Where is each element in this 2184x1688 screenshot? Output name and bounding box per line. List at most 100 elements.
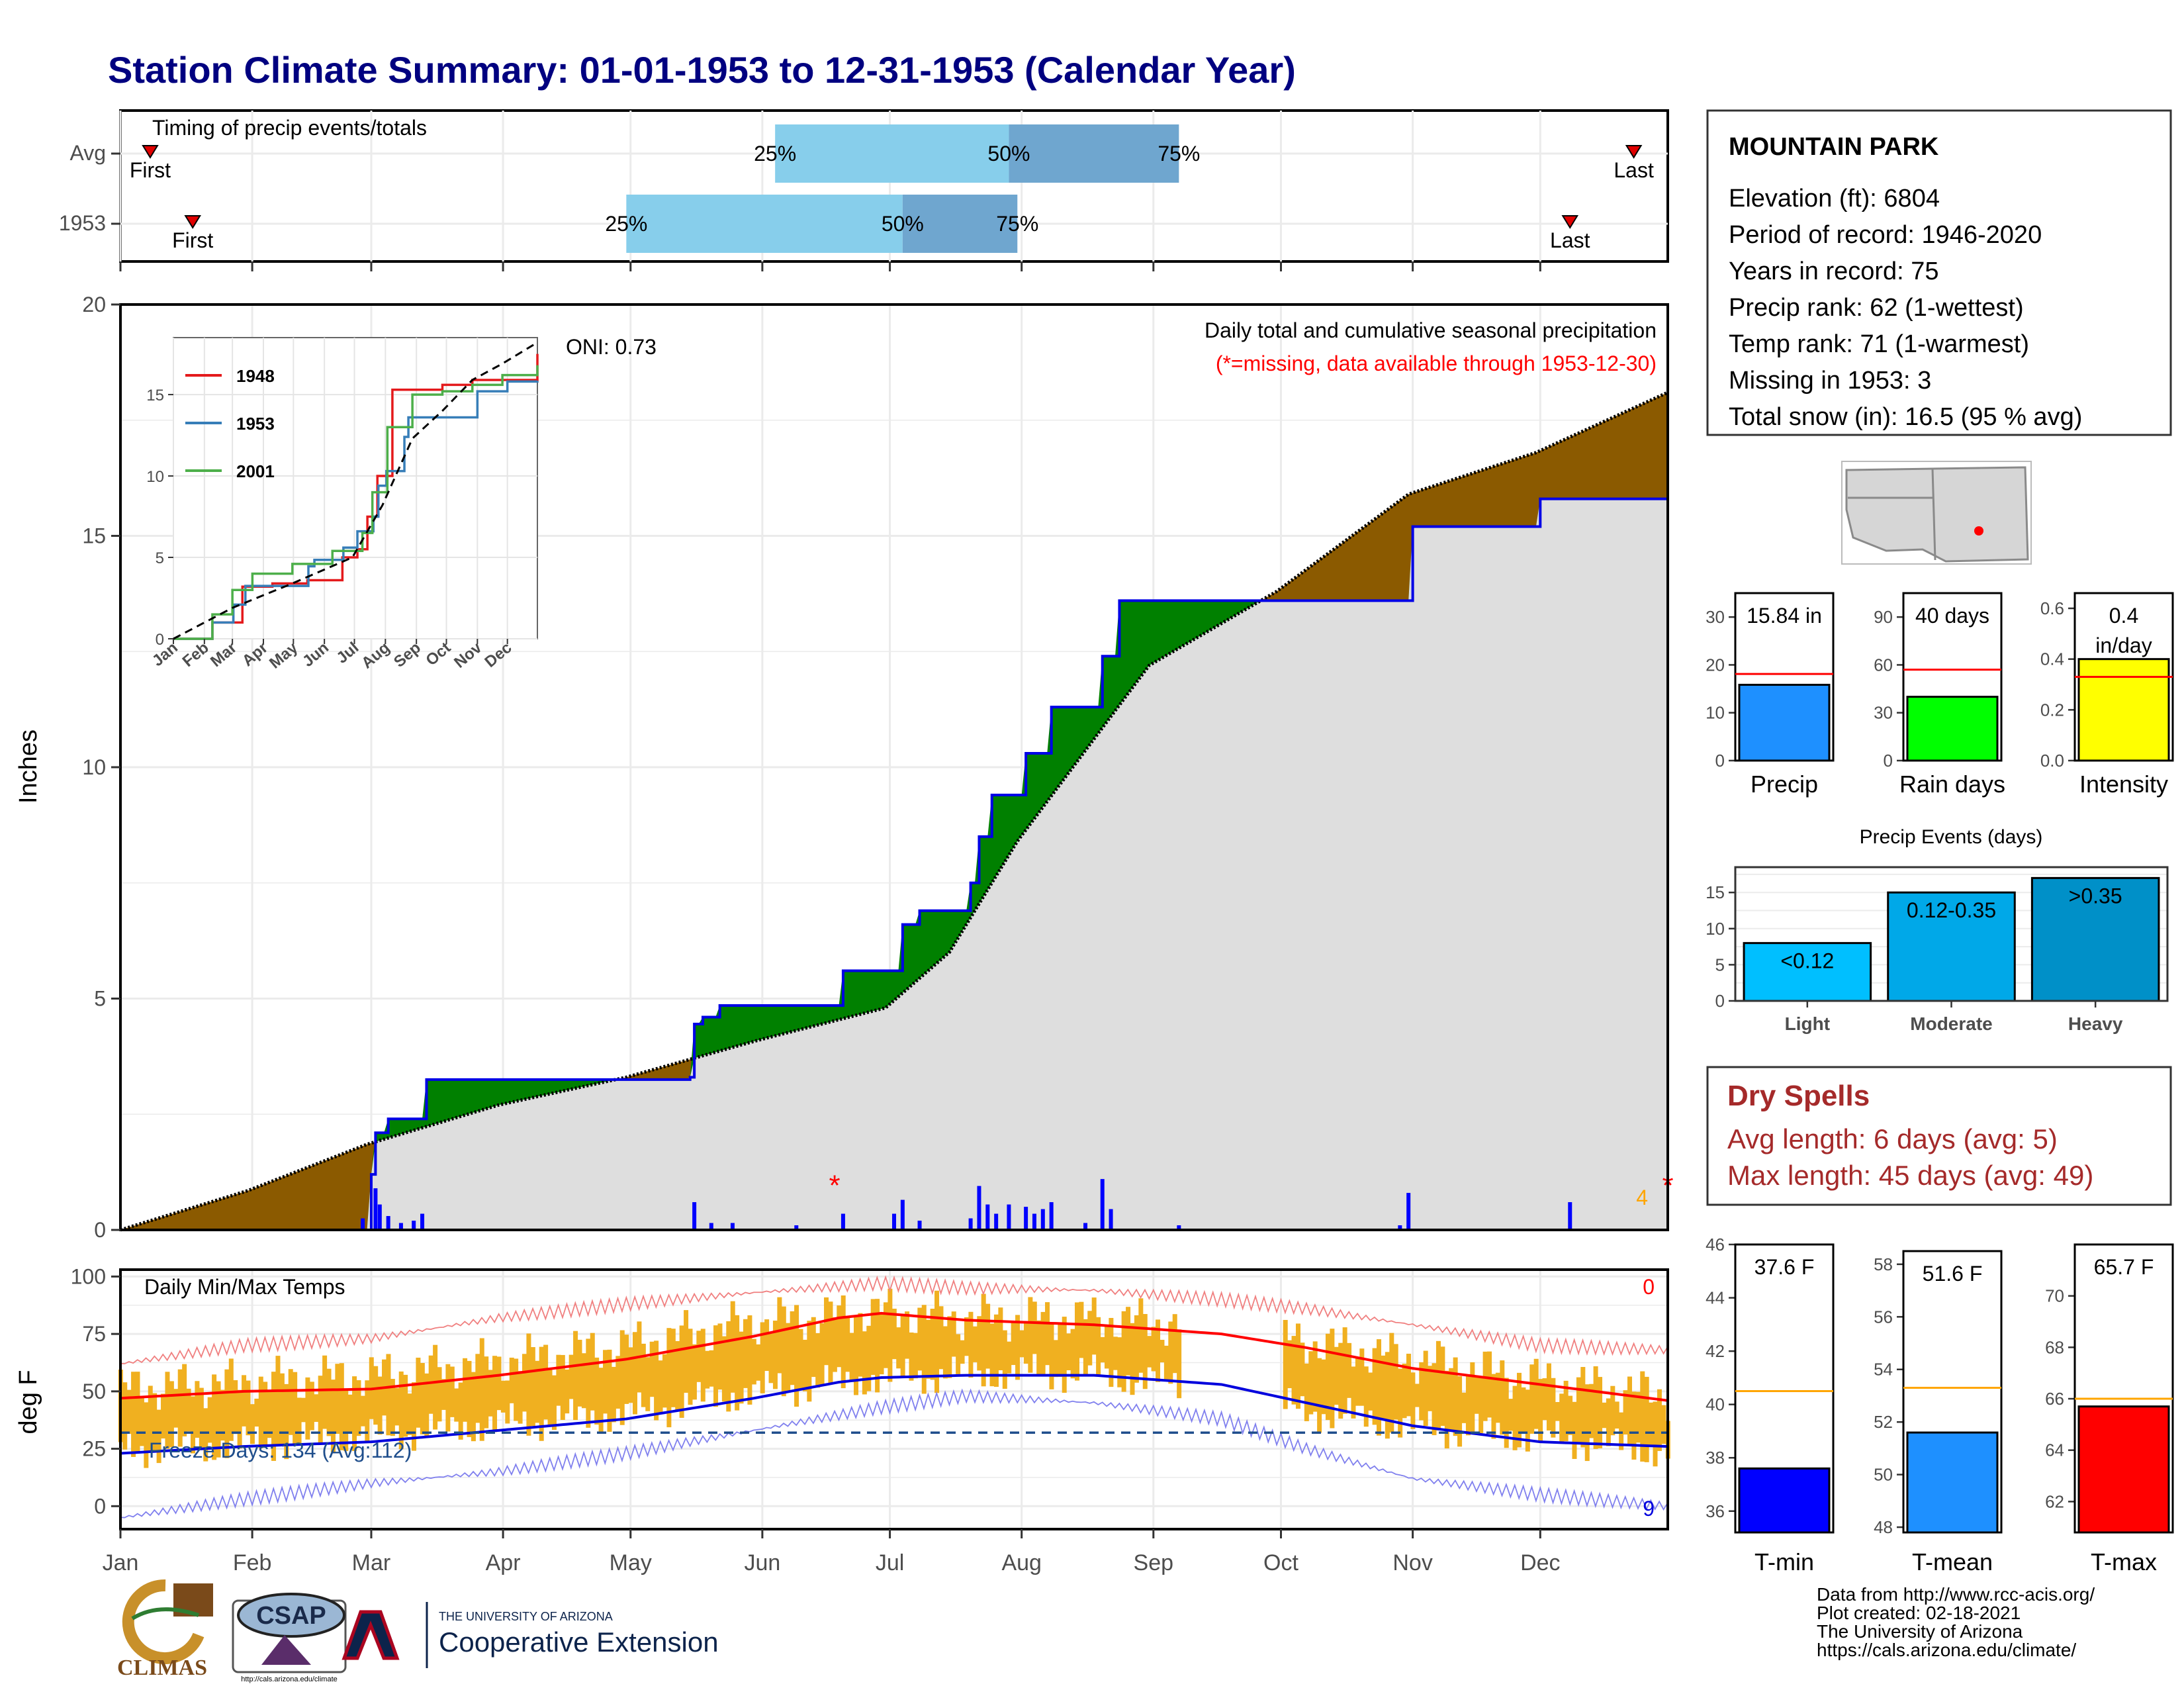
temp-daily-bar [1623, 1390, 1628, 1435]
temp-daily-bar [220, 1389, 225, 1441]
temp-daily-bar [807, 1321, 812, 1402]
station-line-7: Total snow (in): 16.5 (95 % avg) [1729, 403, 2082, 431]
intensity-gauge: 0.0 0.2 0.4 0.6 0.4 in/day Intensity [2040, 592, 2174, 798]
temp-daily-bar [518, 1371, 523, 1424]
temp-daily-bar [161, 1393, 166, 1439]
temp-daily-bar [1007, 1341, 1012, 1374]
temp-daily-bar [530, 1347, 535, 1427]
temp-daily-bar [237, 1389, 242, 1449]
gauge-value-bar [1738, 683, 1831, 762]
gauge-y-tick-label: 66 [2045, 1389, 2064, 1409]
climas-logo: CLIMAS [113, 1579, 213, 1680]
temp-daily-bar [177, 1369, 183, 1447]
temp-daily-bar [1023, 1322, 1028, 1364]
precip-y-tick-label: 15 [82, 524, 106, 548]
gauge-y-tick-label: 46 [1706, 1235, 1725, 1254]
temp-daily-bar [1521, 1387, 1526, 1433]
temp-daily-bar [1487, 1351, 1492, 1418]
temp-daily-bar [1602, 1402, 1607, 1429]
csap-cloud-icon [237, 1593, 345, 1638]
temp-daily-bar [896, 1327, 901, 1369]
gauge-value-bar [1738, 1467, 1831, 1534]
footer-line-2: Plot created: 02-18-2021 [1817, 1603, 2021, 1623]
temp-daily-bar [1657, 1389, 1662, 1451]
daily-precip-bar [1007, 1204, 1011, 1230]
temp-daily-bar [909, 1332, 914, 1381]
temp-bars [118, 1288, 1670, 1468]
temp-daily-bar [1449, 1368, 1454, 1432]
temp-daily-bar [569, 1354, 574, 1399]
station-name: MOUNTAIN PARK [1729, 133, 1939, 161]
temp-daily-bar [777, 1297, 782, 1374]
precip-annotation-title: Daily total and cumulative seasonal prec… [1205, 318, 1657, 342]
temp-daily-bar [1168, 1321, 1173, 1384]
temp-daily-bar [360, 1395, 365, 1427]
precip-ylabel: Inches [15, 729, 42, 804]
ua-logo: THE UNIVERSITY OF ARIZONA Cooperative Ex… [341, 1602, 719, 1668]
temp-daily-bar [845, 1317, 850, 1372]
temp-daily-bar [1283, 1319, 1288, 1409]
temp-daily-bar [449, 1366, 455, 1417]
ua-a-icon [341, 1610, 400, 1660]
temp-daily-bar [424, 1373, 430, 1437]
temp-daily-bar [1317, 1358, 1322, 1433]
temp-daily-bar [735, 1315, 740, 1411]
temp-daily-bar [1015, 1315, 1021, 1380]
inset-grid [173, 338, 537, 639]
inset-legend-label: 2001 [236, 461, 275, 481]
gauge-y-tick-label: 38 [1706, 1448, 1725, 1468]
temp-daily-bar [658, 1360, 663, 1413]
temp-daily-bar [781, 1306, 786, 1397]
temp-y-axis: 0 25 50 75 100 [71, 1264, 120, 1518]
temp-daily-bar [279, 1373, 285, 1446]
temp-record-min-line [120, 1388, 1668, 1519]
temp-daily-bar [887, 1288, 893, 1382]
temp-daily-bar [547, 1370, 553, 1425]
daily-precip-bar [794, 1225, 799, 1230]
temp-title: Daily Min/Max Temps [144, 1275, 345, 1299]
temp-daily-bar [1406, 1354, 1411, 1417]
temp-daily-bar [458, 1382, 463, 1440]
temp-daily-bar [772, 1321, 778, 1389]
gauge-y-tick-label: 62 [2045, 1491, 2064, 1511]
timing-first-marker-icon [142, 145, 159, 159]
temp-daily-bar [1385, 1352, 1390, 1439]
temp-daily-bar [1083, 1319, 1088, 1374]
ua-line-2: Cooperative Extension [439, 1626, 719, 1658]
temp-daily-bar [751, 1338, 756, 1385]
temp-daily-bar [463, 1358, 468, 1422]
temp-daily-bar [1351, 1366, 1356, 1419]
temp-daily-bar [802, 1339, 807, 1391]
daily-precip-bar [968, 1218, 973, 1230]
temp-daily-bar [1295, 1323, 1300, 1409]
temp-daily-bar [390, 1379, 395, 1436]
gauge-label: T-max [2091, 1548, 2157, 1575]
temp-daily-bar [573, 1331, 578, 1421]
gauge-y-tick-label: 64 [2045, 1440, 2064, 1460]
temp-daily-bar [203, 1408, 208, 1462]
temp-daily-bar [1410, 1372, 1416, 1429]
temp-daily-bar [921, 1305, 927, 1394]
temp-daily-bar [1610, 1385, 1615, 1436]
temp-daily-bar [318, 1376, 323, 1444]
precip-y-tick-label: 5 [94, 987, 106, 1011]
temp-daily-bar [148, 1385, 153, 1451]
temp-daily-bar [293, 1372, 298, 1444]
gauge-value-bar [1906, 1431, 1999, 1534]
temp-y-tick-label: 100 [71, 1264, 106, 1288]
temp-daily-bar [981, 1293, 986, 1387]
temp-daily-bar [233, 1380, 238, 1434]
temp-daily-bar [1347, 1342, 1352, 1398]
temp-daily-bar [675, 1340, 680, 1411]
gauge-y-tick-label: 68 [2045, 1337, 2064, 1357]
temp-daily-bar [824, 1297, 829, 1366]
temp-daily-bar [1342, 1327, 1347, 1414]
temp-daily-bar [930, 1309, 935, 1380]
temp-daily-bar [705, 1350, 710, 1389]
station-line-4: Precip rank: 62 (1-wettest) [1729, 294, 2024, 322]
temp-daily-bar [195, 1381, 200, 1438]
gauge-frame [2073, 1243, 2174, 1534]
temp-daily-bar [1040, 1311, 1046, 1375]
inset-frame [173, 337, 538, 639]
temp-daily-bar [760, 1322, 765, 1393]
